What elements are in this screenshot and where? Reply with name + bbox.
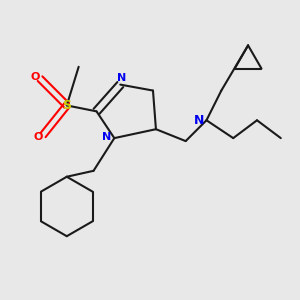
Text: O: O (31, 72, 40, 82)
Text: N: N (117, 73, 126, 83)
Text: S: S (62, 99, 71, 112)
Text: N: N (102, 132, 112, 142)
Text: O: O (34, 132, 43, 142)
Text: N: N (194, 114, 204, 127)
